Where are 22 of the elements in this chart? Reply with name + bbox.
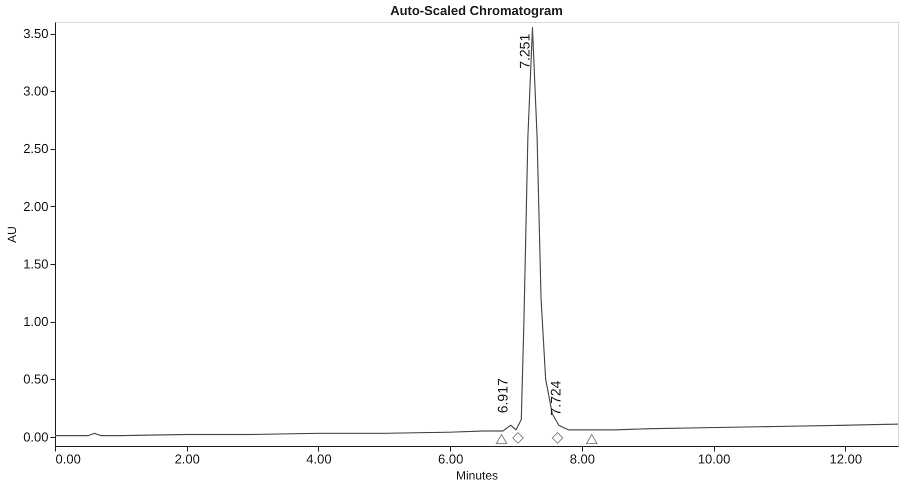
x-tick-label: 10.00 [698, 452, 730, 466]
line-series [55, 27, 898, 436]
y-tick-label: 2.00 [23, 198, 48, 214]
x-tick-label: 4.00 [306, 452, 332, 466]
x-tick-label: 8.00 [570, 452, 596, 466]
annotation: 6.917 [494, 378, 511, 414]
y-tick-label: 0.00 [23, 429, 48, 444]
y-tick-label: 3.00 [23, 84, 48, 99]
chart-title: Auto-Scaled Chromatogram [390, 3, 563, 18]
y-axis-title: AU [5, 226, 20, 243]
y-tick-label: 0.50 [23, 372, 48, 387]
x-tick-label: 0.00 [56, 452, 81, 466]
y-tick-label: 1.00 [23, 314, 48, 330]
x-tick-label: 6.00 [438, 452, 464, 466]
x-tick-label: 12.00 [830, 452, 862, 466]
y-tick-label: 2.50 [23, 141, 48, 156]
annotation: 7.251 [516, 34, 533, 69]
x-tick-label: 2.00 [174, 452, 200, 466]
y-tick-label: 3.50 [23, 26, 48, 42]
y-tick-label: 1.50 [23, 256, 48, 272]
x-axis-title: Minutes [456, 468, 498, 482]
annotation: 7.724 [548, 380, 564, 416]
